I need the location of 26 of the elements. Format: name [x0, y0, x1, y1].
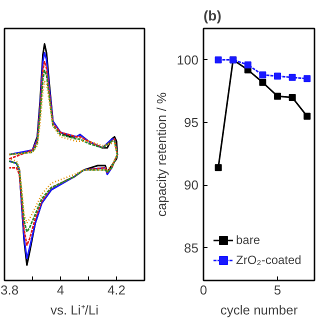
x-tick-label: 0	[200, 282, 208, 298]
point	[274, 92, 281, 100]
point	[304, 75, 311, 82]
x-tick-label: 4	[56, 282, 64, 298]
point	[288, 74, 296, 81]
legend-label: ZrO₂-coated	[236, 253, 302, 267]
point	[214, 164, 222, 172]
point	[304, 112, 311, 120]
x-tick-label: 3.8	[0, 282, 19, 298]
x-tick-label: 4.2	[107, 282, 126, 298]
point	[214, 56, 222, 64]
point	[288, 94, 296, 101]
y-axis-title: capacity retention / %	[154, 92, 169, 217]
chart-title: (b)	[204, 8, 222, 24]
point	[244, 61, 252, 68]
y-tick-label: 85	[184, 240, 199, 256]
point	[274, 72, 281, 80]
y-tick-label: 90	[184, 178, 199, 193]
y-tick-label: 95	[184, 115, 199, 130]
x-axis-title: vs. Li⁺/Li	[50, 302, 99, 318]
point	[259, 78, 266, 86]
y-tick-label: 100	[176, 52, 199, 68]
x-axis-title: cycle number	[220, 302, 298, 318]
x-tick-label: 5	[274, 282, 282, 298]
legend-label: bare	[236, 233, 260, 247]
point	[259, 71, 266, 78]
